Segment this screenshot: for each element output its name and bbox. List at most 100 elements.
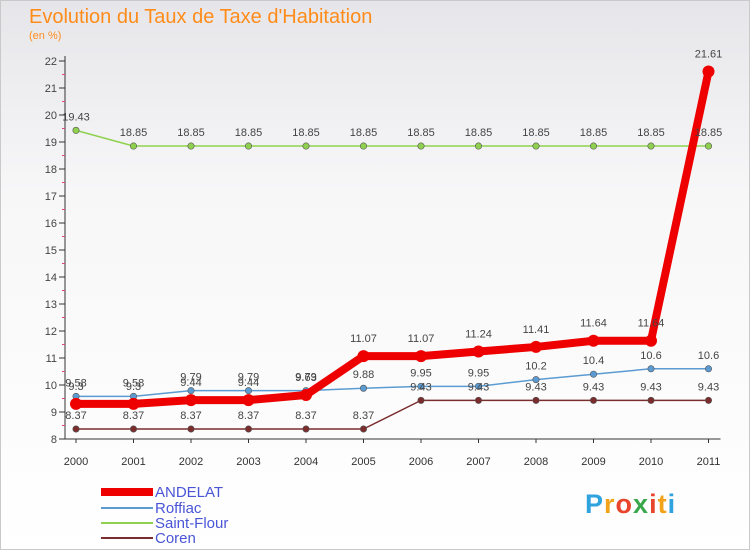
y-tick-label: 10 — [45, 380, 57, 392]
data-label: 9.44 — [238, 377, 259, 389]
logo-letter: x — [633, 489, 650, 519]
data-point — [474, 396, 482, 404]
data-point — [130, 142, 138, 150]
data-label: 9.43 — [410, 381, 431, 393]
data-point — [647, 396, 655, 404]
legend-swatch-coren — [101, 537, 153, 539]
data-point — [472, 345, 485, 358]
data-label: 9.88 — [353, 369, 374, 381]
data-point — [474, 142, 482, 150]
x-tick-label: 2000 — [64, 456, 88, 468]
chart-title: Evolution du Taux de Taxe d'Habitation — [29, 6, 373, 28]
data-point — [530, 340, 542, 353]
data-label: 11.64 — [580, 318, 607, 330]
legend-item-coren: Coren — [101, 529, 196, 547]
series-line-roffiac — [75, 368, 710, 398]
y-tick-label: 15 — [45, 245, 57, 257]
data-label: 9.58 — [65, 377, 86, 389]
data-point — [417, 396, 425, 404]
data-point — [70, 397, 82, 410]
data-point — [187, 387, 195, 395]
data-point — [359, 384, 367, 392]
legend-label-coren: Coren — [155, 529, 196, 547]
legend-label-saint-flour: Saint-Flour — [155, 514, 229, 532]
legend-swatch-saint-flour — [101, 522, 153, 524]
data-label: 9.43 — [640, 381, 661, 393]
data-point — [532, 376, 540, 384]
data-label: 9.79 — [238, 372, 259, 384]
y-tick-label: 9 — [51, 407, 57, 419]
y-tick-label: 12 — [45, 326, 57, 338]
data-label: 9.58 — [123, 377, 144, 389]
data-label: 9.3 — [68, 381, 83, 393]
y-tick-label: 20 — [45, 110, 57, 122]
data-point — [185, 394, 197, 407]
data-label: 10.4 — [583, 355, 604, 367]
data-label: 8.37 — [123, 410, 144, 422]
logo-letter: r — [604, 489, 616, 519]
legend-item-roffiac: Roffiac — [101, 500, 201, 517]
data-point — [702, 65, 715, 78]
x-tick-label: 2007 — [466, 456, 490, 468]
x-tick-label: 2011 — [697, 456, 721, 468]
proxiti-logo: Proxiti — [585, 489, 676, 520]
x-tick-label: 2003 — [236, 456, 260, 468]
data-label: 10.6 — [640, 350, 661, 362]
data-label: 9.43 — [525, 381, 546, 393]
data-label: 9.3 — [126, 381, 141, 393]
data-label: 9.43 — [698, 381, 719, 393]
series-line-coren — [75, 399, 710, 430]
logo-letter: P — [585, 489, 605, 519]
legend-item-saint-flour: Saint-Flour — [101, 514, 229, 532]
series-line-saint-flour — [75, 129, 710, 147]
data-point — [589, 396, 597, 404]
data-point — [587, 334, 600, 347]
y-tick-label: 21 — [45, 83, 57, 95]
data-point — [359, 142, 367, 150]
data-point — [532, 142, 540, 150]
x-tick-label: 2009 — [581, 456, 605, 468]
data-point — [72, 425, 80, 433]
data-label: 8.37 — [180, 410, 201, 422]
data-label: 9.79 — [180, 372, 201, 384]
y-tick-label: 16 — [45, 218, 57, 230]
data-label: 18.85 — [695, 127, 723, 139]
data-label: 8.37 — [65, 410, 86, 422]
y-tick-label: 18 — [45, 164, 57, 176]
logo-letter: i — [649, 489, 658, 519]
data-point — [187, 425, 195, 433]
data-label: 8.37 — [353, 410, 374, 422]
x-tick-label: 2001 — [121, 456, 145, 468]
data-label: 9.43 — [583, 381, 604, 393]
x-tick-label: 2004 — [294, 456, 318, 468]
data-point — [647, 142, 655, 150]
data-label: 11.24 — [465, 329, 492, 341]
data-point — [647, 365, 655, 373]
x-tick-label: 2010 — [639, 456, 663, 468]
chart-subtitle: (en %) — [29, 30, 62, 42]
data-label: 9.79 — [295, 372, 316, 384]
data-label: 8.37 — [295, 410, 316, 422]
logo-letter: t — [657, 489, 668, 519]
data-label: 18.85 — [407, 127, 435, 139]
data-label: 18.85 — [522, 127, 550, 139]
legend-swatch-roffiac — [101, 507, 153, 509]
data-label: 18.85 — [637, 127, 665, 139]
y-tick-label: 8 — [51, 434, 57, 446]
data-label: 11.07 — [408, 333, 435, 345]
y-tick-label: 11 — [46, 353, 57, 365]
data-label: 18.85 — [120, 127, 148, 139]
data-point — [704, 365, 712, 373]
data-label: 11.07 — [350, 333, 377, 345]
data-label: 8.37 — [238, 410, 259, 422]
data-point — [302, 425, 310, 433]
legend-item-andelat: ANDELAT — [101, 484, 223, 501]
data-label: 21.61 — [695, 49, 723, 61]
data-label: 18.85 — [350, 127, 378, 139]
logo-letter: i — [667, 489, 677, 519]
data-label: 9.95 — [410, 367, 431, 379]
x-tick-label: 2008 — [524, 456, 548, 468]
data-point — [302, 142, 310, 150]
y-tick-label: 13 — [45, 299, 57, 311]
